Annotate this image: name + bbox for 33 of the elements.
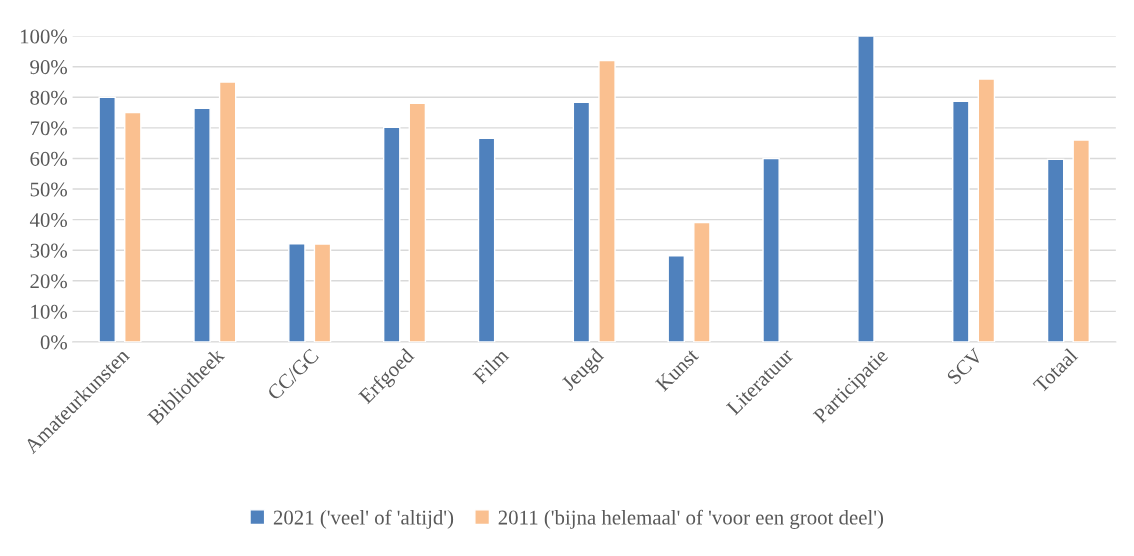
bar bbox=[98, 96, 116, 342]
y-tick-label: 40% bbox=[29, 212, 68, 228]
bar bbox=[193, 107, 211, 342]
y-tick-label: 0% bbox=[40, 335, 68, 350]
y-tick-label: 100% bbox=[20, 29, 68, 44]
y-tick-label: 20% bbox=[30, 274, 68, 289]
bar bbox=[218, 81, 237, 342]
bar bbox=[1072, 139, 1090, 342]
bar bbox=[313, 243, 332, 342]
bar bbox=[288, 243, 306, 342]
y-tick-label: 50% bbox=[30, 182, 68, 197]
y-tick-label: 30% bbox=[30, 243, 68, 258]
bar bbox=[1046, 158, 1065, 342]
bar bbox=[762, 157, 780, 342]
y-tick-label: 70% bbox=[30, 121, 68, 136]
bar bbox=[952, 100, 970, 342]
bar bbox=[572, 101, 591, 342]
bar bbox=[857, 36, 875, 342]
legend-label: 2011 ('bijna helemaal' of 'voor een groot deel') bbox=[498, 509, 884, 529]
bar bbox=[977, 78, 996, 342]
bar bbox=[598, 59, 616, 342]
y-tick-label: 10% bbox=[31, 304, 68, 319]
bar bbox=[477, 137, 496, 342]
bar bbox=[408, 102, 427, 342]
legend-label: 2021 ('veel' of 'altijd') bbox=[273, 509, 454, 529]
y-tick-label: 90% bbox=[30, 60, 68, 75]
y-tick-label: 80% bbox=[30, 90, 68, 105]
bar bbox=[124, 111, 142, 342]
bar bbox=[667, 255, 686, 342]
y-tick-label: 60% bbox=[30, 151, 68, 166]
bar bbox=[382, 126, 401, 342]
x-tick-label: Film bbox=[471, 347, 510, 385]
bar bbox=[693, 221, 711, 342]
